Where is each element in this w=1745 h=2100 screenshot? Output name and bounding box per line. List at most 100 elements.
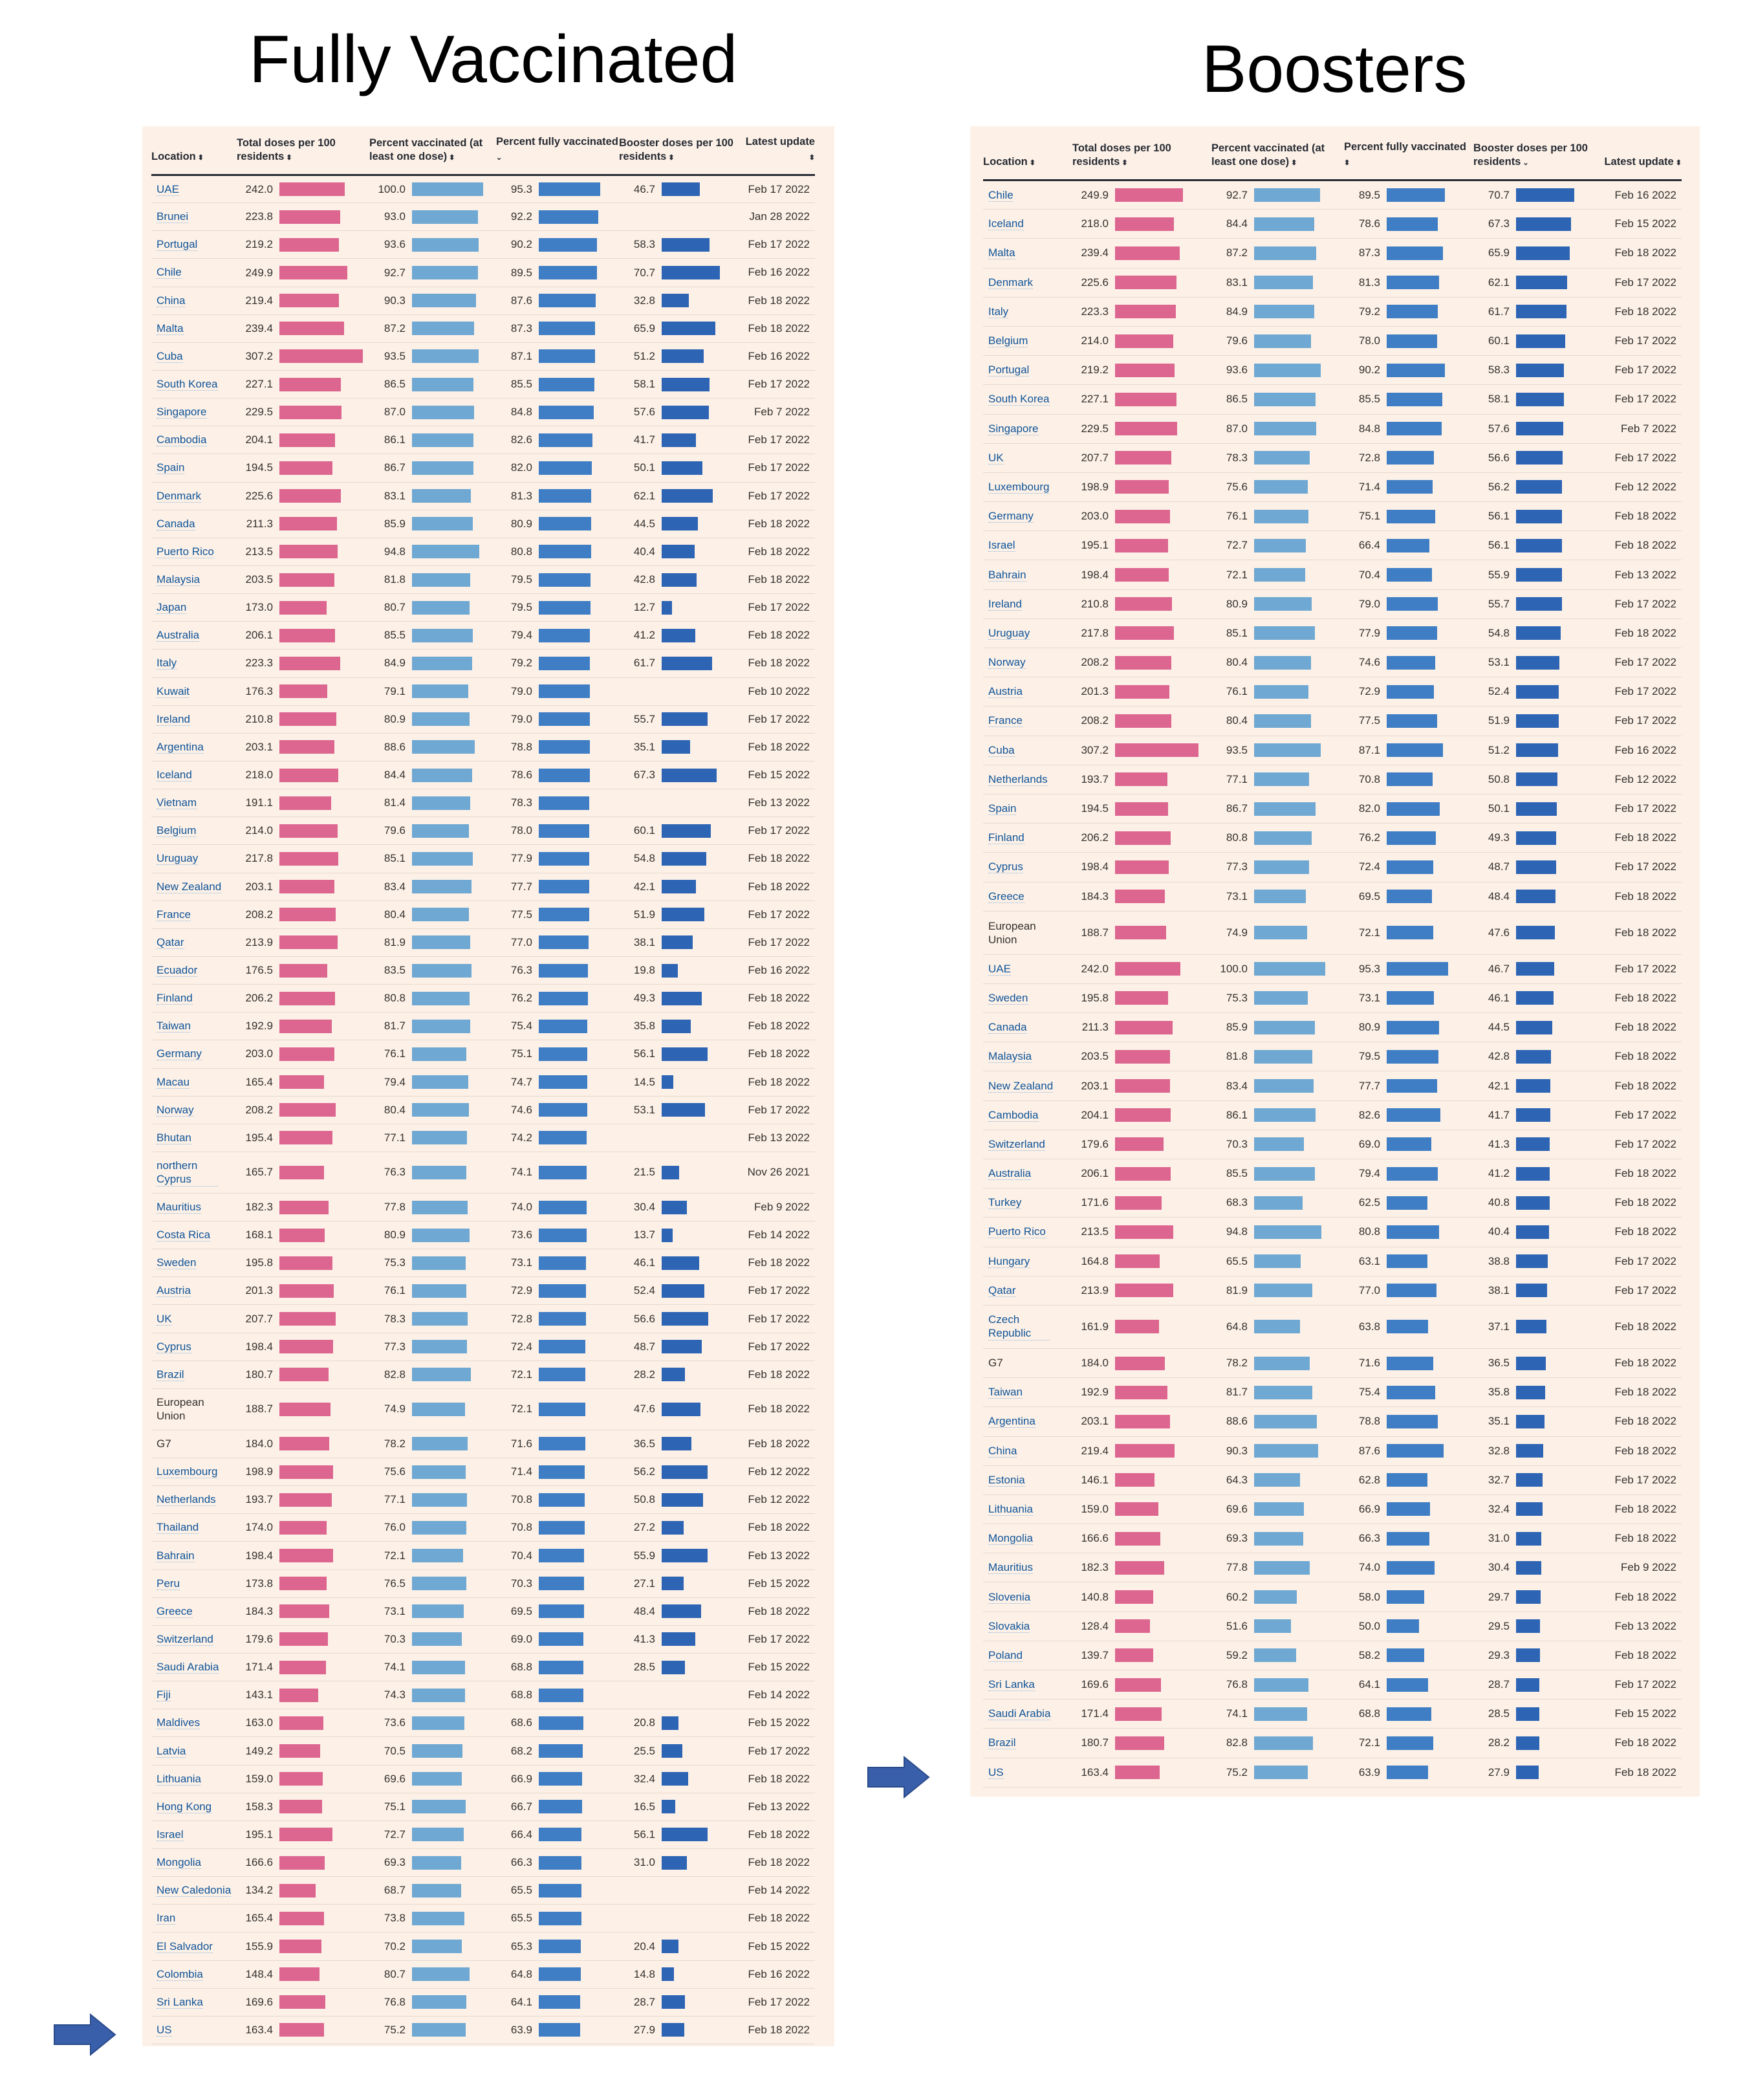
sort-icon[interactable]: ⬍	[1344, 159, 1350, 167]
column-header-booster[interactable]: Booster doses per 100 residents ⌄	[1473, 140, 1603, 181]
column-header-atleast[interactable]: Percent vaccinated (at least one dose) ⬍	[1211, 140, 1344, 181]
location-link[interactable]: Denmark	[988, 276, 1033, 289]
location-link[interactable]: Norway	[157, 1103, 194, 1117]
location-link[interactable]: Finland	[157, 992, 193, 1005]
location-link[interactable]: China	[988, 1444, 1017, 1458]
location-link[interactable]: Finland	[988, 831, 1024, 845]
sort-icon[interactable]: ⬍	[447, 154, 455, 162]
location-link[interactable]: Chile	[988, 188, 1013, 202]
column-header-update[interactable]: Latest update ⬍	[742, 135, 815, 176]
sort-icon[interactable]: ⬍	[284, 154, 292, 162]
location-link[interactable]: Luxembourg	[988, 480, 1050, 494]
location-link[interactable]: Canada	[157, 517, 195, 530]
location-link[interactable]: China	[157, 294, 186, 307]
location-link[interactable]: Cyprus	[988, 860, 1023, 874]
location-link[interactable]: Lithuania	[988, 1502, 1034, 1516]
location-link[interactable]: Australia	[988, 1167, 1032, 1181]
location-link[interactable]: Italy	[988, 305, 1009, 318]
location-link[interactable]: Vietnam	[157, 796, 197, 810]
location-link[interactable]: Cyprus	[157, 1340, 191, 1353]
location-link[interactable]: Turkey	[988, 1196, 1022, 1210]
location-link[interactable]: Uruguay	[157, 852, 199, 866]
location-link[interactable]: Iceland	[988, 217, 1024, 231]
location-link[interactable]: Bhutan	[157, 1131, 191, 1144]
location-link[interactable]: Switzerland	[988, 1137, 1045, 1151]
location-link[interactable]: El Salvador	[157, 1940, 213, 1953]
location-link[interactable]: Austria	[988, 685, 1023, 699]
location-link[interactable]: Portugal	[988, 364, 1030, 377]
sort-icon[interactable]: ⬍	[1289, 159, 1297, 167]
location-link[interactable]: Cuba	[988, 743, 1015, 757]
location-link[interactable]: US	[157, 2023, 172, 2037]
column-header-fully[interactable]: Percent fully vaccinated ⌄	[496, 135, 619, 176]
location-link[interactable]: Germany	[988, 510, 1034, 523]
location-link[interactable]: Czech Republic	[988, 1313, 1050, 1341]
location-link[interactable]: UK	[988, 451, 1004, 465]
location-link[interactable]: Portugal	[157, 238, 198, 252]
column-header-update[interactable]: Latest update ⬍	[1603, 140, 1682, 181]
column-header-location[interactable]: Location ⬍	[983, 140, 1072, 181]
location-link[interactable]: Luxembourg	[157, 1465, 218, 1479]
location-link[interactable]: Switzerland	[157, 1632, 213, 1646]
location-link[interactable]: Israel	[988, 539, 1015, 552]
location-link[interactable]: Mauritius	[157, 1200, 201, 1214]
location-link[interactable]: Iran	[157, 1912, 176, 1925]
location-link[interactable]: Bahrain	[988, 568, 1026, 582]
column-header-total[interactable]: Total doses per 100 residents ⬍	[237, 135, 369, 176]
location-link[interactable]: Denmark	[157, 489, 201, 503]
location-link[interactable]: Greece	[157, 1604, 193, 1618]
location-link[interactable]: Spain	[157, 461, 185, 475]
location-link[interactable]: Australia	[157, 629, 200, 642]
location-link[interactable]: Thailand	[157, 1521, 199, 1535]
location-link[interactable]: UK	[157, 1312, 172, 1326]
location-link[interactable]: Cuba	[157, 349, 183, 363]
location-link[interactable]: Saudi Arabia	[988, 1707, 1051, 1721]
sort-desc-icon[interactable]: ⌄	[496, 154, 503, 162]
location-link[interactable]: Slovakia	[988, 1619, 1030, 1633]
location-link[interactable]: Iceland	[157, 769, 192, 782]
location-link[interactable]: South Korea	[157, 378, 218, 391]
location-link[interactable]: Malaysia	[988, 1050, 1032, 1064]
location-link[interactable]: Netherlands	[157, 1493, 216, 1507]
location-link[interactable]: UAE	[988, 962, 1011, 976]
location-link[interactable]: Brunei	[157, 210, 189, 224]
location-link[interactable]: Lithuania	[157, 1772, 202, 1786]
location-link[interactable]: Italy	[157, 657, 177, 670]
location-link[interactable]: Puerto Rico	[157, 545, 214, 558]
location-link[interactable]: Mauritius	[988, 1561, 1033, 1575]
location-link[interactable]: northern Cyprus	[157, 1159, 218, 1187]
location-link[interactable]: New Caledonia	[157, 1884, 232, 1898]
location-link[interactable]: Puerto Rico	[988, 1225, 1046, 1239]
location-link[interactable]: Japan	[157, 601, 187, 615]
location-link[interactable]: Netherlands	[988, 772, 1048, 786]
location-link[interactable]: Macau	[157, 1075, 190, 1089]
location-link[interactable]: Ireland	[157, 712, 190, 726]
location-link[interactable]: Maldives	[157, 1716, 201, 1730]
location-link[interactable]: South Korea	[988, 393, 1050, 406]
location-link[interactable]: Mongolia	[988, 1532, 1033, 1546]
location-link[interactable]: Canada	[988, 1021, 1027, 1034]
location-link[interactable]: Estonia	[988, 1473, 1025, 1487]
location-link[interactable]: Bahrain	[157, 1549, 195, 1562]
location-link[interactable]: Brazil	[988, 1736, 1016, 1750]
location-link[interactable]: Singapore	[988, 422, 1039, 435]
location-link[interactable]: Qatar	[157, 935, 184, 949]
location-link[interactable]: Argentina	[988, 1415, 1035, 1428]
location-link[interactable]: Taiwan	[988, 1386, 1023, 1399]
location-link[interactable]: Taiwan	[157, 1020, 191, 1033]
location-link[interactable]: Malaysia	[157, 573, 201, 587]
location-link[interactable]: Latvia	[157, 1744, 186, 1758]
location-link[interactable]: Sri Lanka	[157, 1995, 203, 2009]
sort-icon[interactable]: ⬍	[1120, 159, 1128, 167]
location-link[interactable]: Colombia	[157, 1967, 203, 1981]
location-link[interactable]: Spain	[988, 802, 1017, 816]
location-link[interactable]: Uruguay	[988, 626, 1030, 640]
location-link[interactable]: Sri Lanka	[988, 1678, 1035, 1692]
location-link[interactable]: Mongolia	[157, 1856, 201, 1870]
sort-icon[interactable]: ⬍	[195, 154, 204, 162]
column-header-location[interactable]: Location ⬍	[151, 135, 237, 176]
sort-icon[interactable]: ⬍	[666, 154, 675, 162]
sort-icon[interactable]: ⬍	[1673, 159, 1682, 167]
location-link[interactable]: Hungary	[988, 1254, 1030, 1268]
location-link[interactable]: Argentina	[157, 740, 204, 754]
